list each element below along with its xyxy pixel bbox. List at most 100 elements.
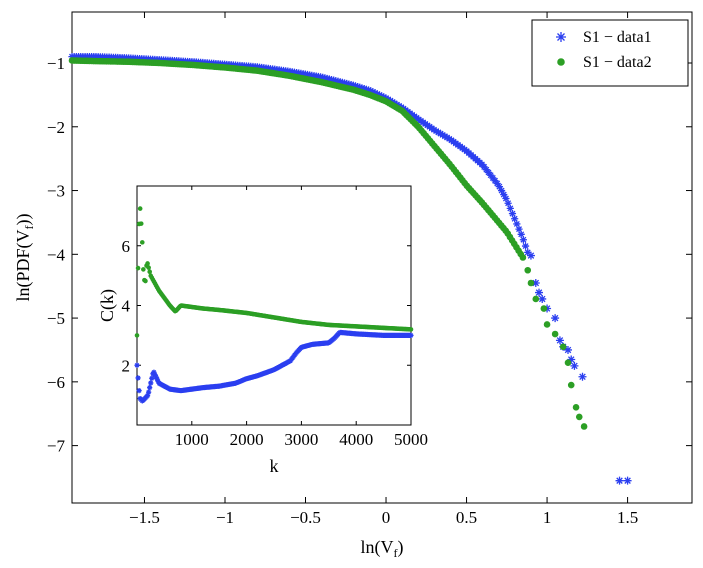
main-y-tick-label: −6 bbox=[47, 373, 65, 392]
inset-data-point bbox=[146, 389, 152, 395]
main-data-point bbox=[524, 266, 532, 274]
inset-data-point bbox=[153, 374, 159, 380]
main-data-point bbox=[506, 204, 514, 213]
main-data-point bbox=[564, 345, 572, 354]
inset-data-point bbox=[148, 380, 154, 386]
main-data-point bbox=[623, 476, 632, 485]
legend-entry-1: S1 − data1 bbox=[583, 29, 652, 46]
main-data-point bbox=[367, 87, 375, 95]
main-data-point bbox=[580, 423, 588, 430]
main-data-point bbox=[575, 413, 583, 421]
main-data-point bbox=[572, 404, 580, 411]
main-x-tick-label: −0.5 bbox=[290, 508, 321, 527]
main-data-point bbox=[551, 314, 560, 323]
inset-data-point bbox=[408, 332, 414, 338]
main-data-point bbox=[502, 194, 510, 203]
main-data-point bbox=[356, 83, 364, 91]
main-x-tick-label: −1 bbox=[216, 508, 234, 527]
main-x-tick-label: 0.5 bbox=[456, 508, 477, 527]
inset-y-tick-label: 6 bbox=[122, 237, 131, 256]
inset-data-point bbox=[138, 221, 144, 226]
inset-series-2 bbox=[134, 206, 414, 338]
main-data-point bbox=[362, 85, 370, 93]
main-data-point bbox=[519, 236, 527, 244]
main-data-point bbox=[508, 209, 517, 218]
main-data-point bbox=[524, 248, 532, 256]
main-data-point bbox=[527, 279, 535, 287]
main-data-point bbox=[517, 230, 525, 238]
main-data-point bbox=[373, 90, 381, 98]
main-data-point bbox=[354, 82, 362, 91]
inset-data-point bbox=[139, 240, 145, 245]
inset-data-point bbox=[147, 384, 153, 391]
main-data-point bbox=[615, 476, 624, 485]
inset-data-point bbox=[154, 376, 160, 382]
inset-data-point bbox=[143, 278, 148, 284]
inset-data-point bbox=[146, 265, 151, 270]
main-data-point bbox=[567, 355, 576, 364]
main-y-axis-label: ln(PDF(Vf)) bbox=[13, 213, 36, 301]
main-data-point bbox=[531, 279, 540, 288]
main-data-point bbox=[535, 288, 544, 297]
inset-data-point bbox=[141, 267, 146, 272]
main-data-point bbox=[511, 215, 519, 223]
main-data-point bbox=[495, 183, 503, 191]
inset-data-point bbox=[134, 362, 140, 368]
main-y-tick-label: −3 bbox=[47, 182, 65, 201]
inset-chart: 1000 2000 3000 4000 5000 2 4 6 k C(k) bbox=[97, 185, 428, 476]
main-data-point bbox=[526, 251, 535, 260]
inset-data-point bbox=[147, 269, 152, 275]
main-data-point bbox=[559, 343, 567, 351]
main-data-point bbox=[493, 179, 501, 188]
inset-data-point bbox=[137, 206, 143, 211]
legend-entry-2: S1 − data2 bbox=[583, 54, 652, 71]
main-y-tick-label: −5 bbox=[47, 309, 65, 328]
inset-x-tick-label: 5000 bbox=[394, 430, 428, 449]
main-y-tick-label: −2 bbox=[47, 118, 65, 137]
main-x-axis-label: ln(Vf) bbox=[361, 537, 404, 560]
main-data-point bbox=[543, 321, 551, 328]
legend-box bbox=[531, 19, 689, 87]
main-y-tick-label: −4 bbox=[47, 245, 66, 264]
main-data-point bbox=[497, 186, 506, 195]
inset-data-point bbox=[151, 369, 157, 375]
main-data-point bbox=[555, 336, 564, 345]
main-data-point bbox=[513, 220, 521, 228]
main-data-point bbox=[358, 84, 366, 92]
main-data-point bbox=[349, 81, 357, 89]
legend: S1 − data1 S1 − data2 bbox=[531, 19, 689, 87]
main-x-tick-label: 0 bbox=[382, 508, 391, 527]
main-data-point bbox=[515, 225, 523, 233]
inset-data-point bbox=[135, 375, 141, 381]
inset-x-tick-label: 4000 bbox=[339, 430, 373, 449]
main-series-2 bbox=[68, 57, 588, 430]
inset-x-tick-label: 2000 bbox=[230, 430, 264, 449]
inset-data-point bbox=[135, 265, 141, 271]
main-y-tick-label: −1 bbox=[47, 54, 65, 73]
inset-x-tick-label: 1000 bbox=[175, 430, 209, 449]
main-data-point bbox=[351, 82, 360, 90]
inset-data-point bbox=[145, 261, 150, 266]
inset-series-1 bbox=[134, 329, 414, 404]
main-data-point bbox=[540, 305, 548, 312]
main-x-tick-label: −1.5 bbox=[129, 508, 160, 527]
main-data-point bbox=[578, 372, 587, 381]
main-data-point bbox=[532, 295, 540, 303]
inset-data-point bbox=[134, 333, 140, 338]
inset-x-axis-label: k bbox=[270, 456, 279, 476]
main-data-point bbox=[521, 242, 530, 250]
inset-data-point bbox=[144, 392, 151, 399]
main-data-point bbox=[567, 381, 575, 389]
inset-y-tick-label: 2 bbox=[122, 356, 131, 375]
inset-x-tick-label: 3000 bbox=[284, 430, 318, 449]
main-data-point bbox=[360, 85, 368, 93]
inset-y-axis-label: C(k) bbox=[97, 289, 118, 322]
main-data-point bbox=[570, 361, 579, 370]
main-data-point bbox=[371, 89, 379, 97]
legend-marker-2 bbox=[557, 58, 565, 66]
main-data-point bbox=[364, 86, 373, 94]
inset-data-point bbox=[152, 371, 158, 378]
main-x-tick-label: 1.5 bbox=[617, 508, 638, 527]
inset-data-point bbox=[408, 327, 414, 332]
